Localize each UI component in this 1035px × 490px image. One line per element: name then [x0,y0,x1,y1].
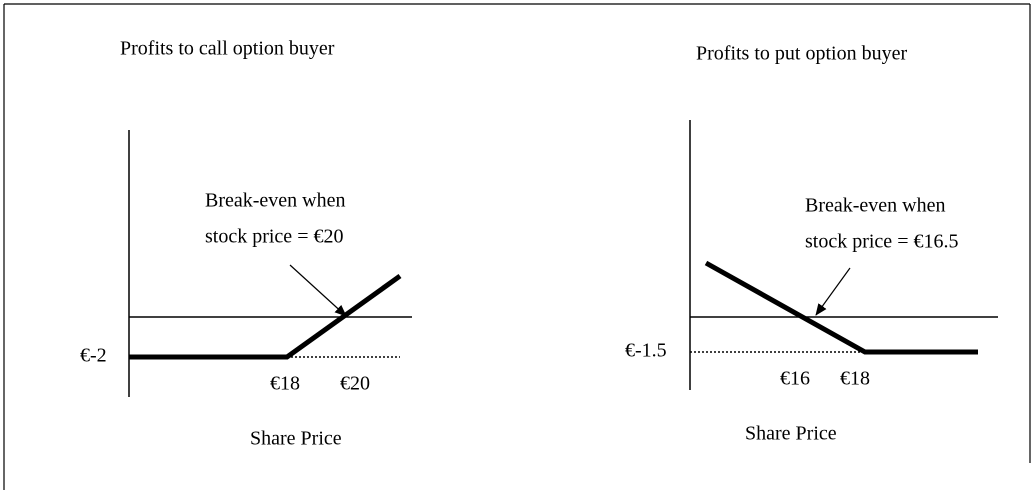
annotation: stock price = €20 [205,226,343,248]
y-label: €-1.5 [625,340,667,362]
x-label: €16 [780,368,810,390]
payoff-line [129,273,402,360]
arrow [815,267,851,316]
axis-label: Share Price [745,423,837,445]
frame [3,3,1031,490]
payoff-line [704,260,978,355]
x-label: €18 [270,373,300,395]
title: Profits to put option buyer [696,43,907,65]
axis-label: Share Price [250,428,342,450]
annotation: stock price = €16.5 [805,231,958,253]
arrow [289,264,347,317]
put-panel: Profits to put option buyer Break-even w… [625,43,998,445]
title: Profits to call option buyer [120,38,335,60]
x-label: €20 [340,373,370,395]
annotation: Break-even when [805,195,946,217]
y-label: €-2 [80,345,107,367]
x-label: €18 [840,368,870,390]
annotation: Break-even when [205,190,346,212]
call-panel: Profits to call option buyer Break-even … [80,38,412,450]
